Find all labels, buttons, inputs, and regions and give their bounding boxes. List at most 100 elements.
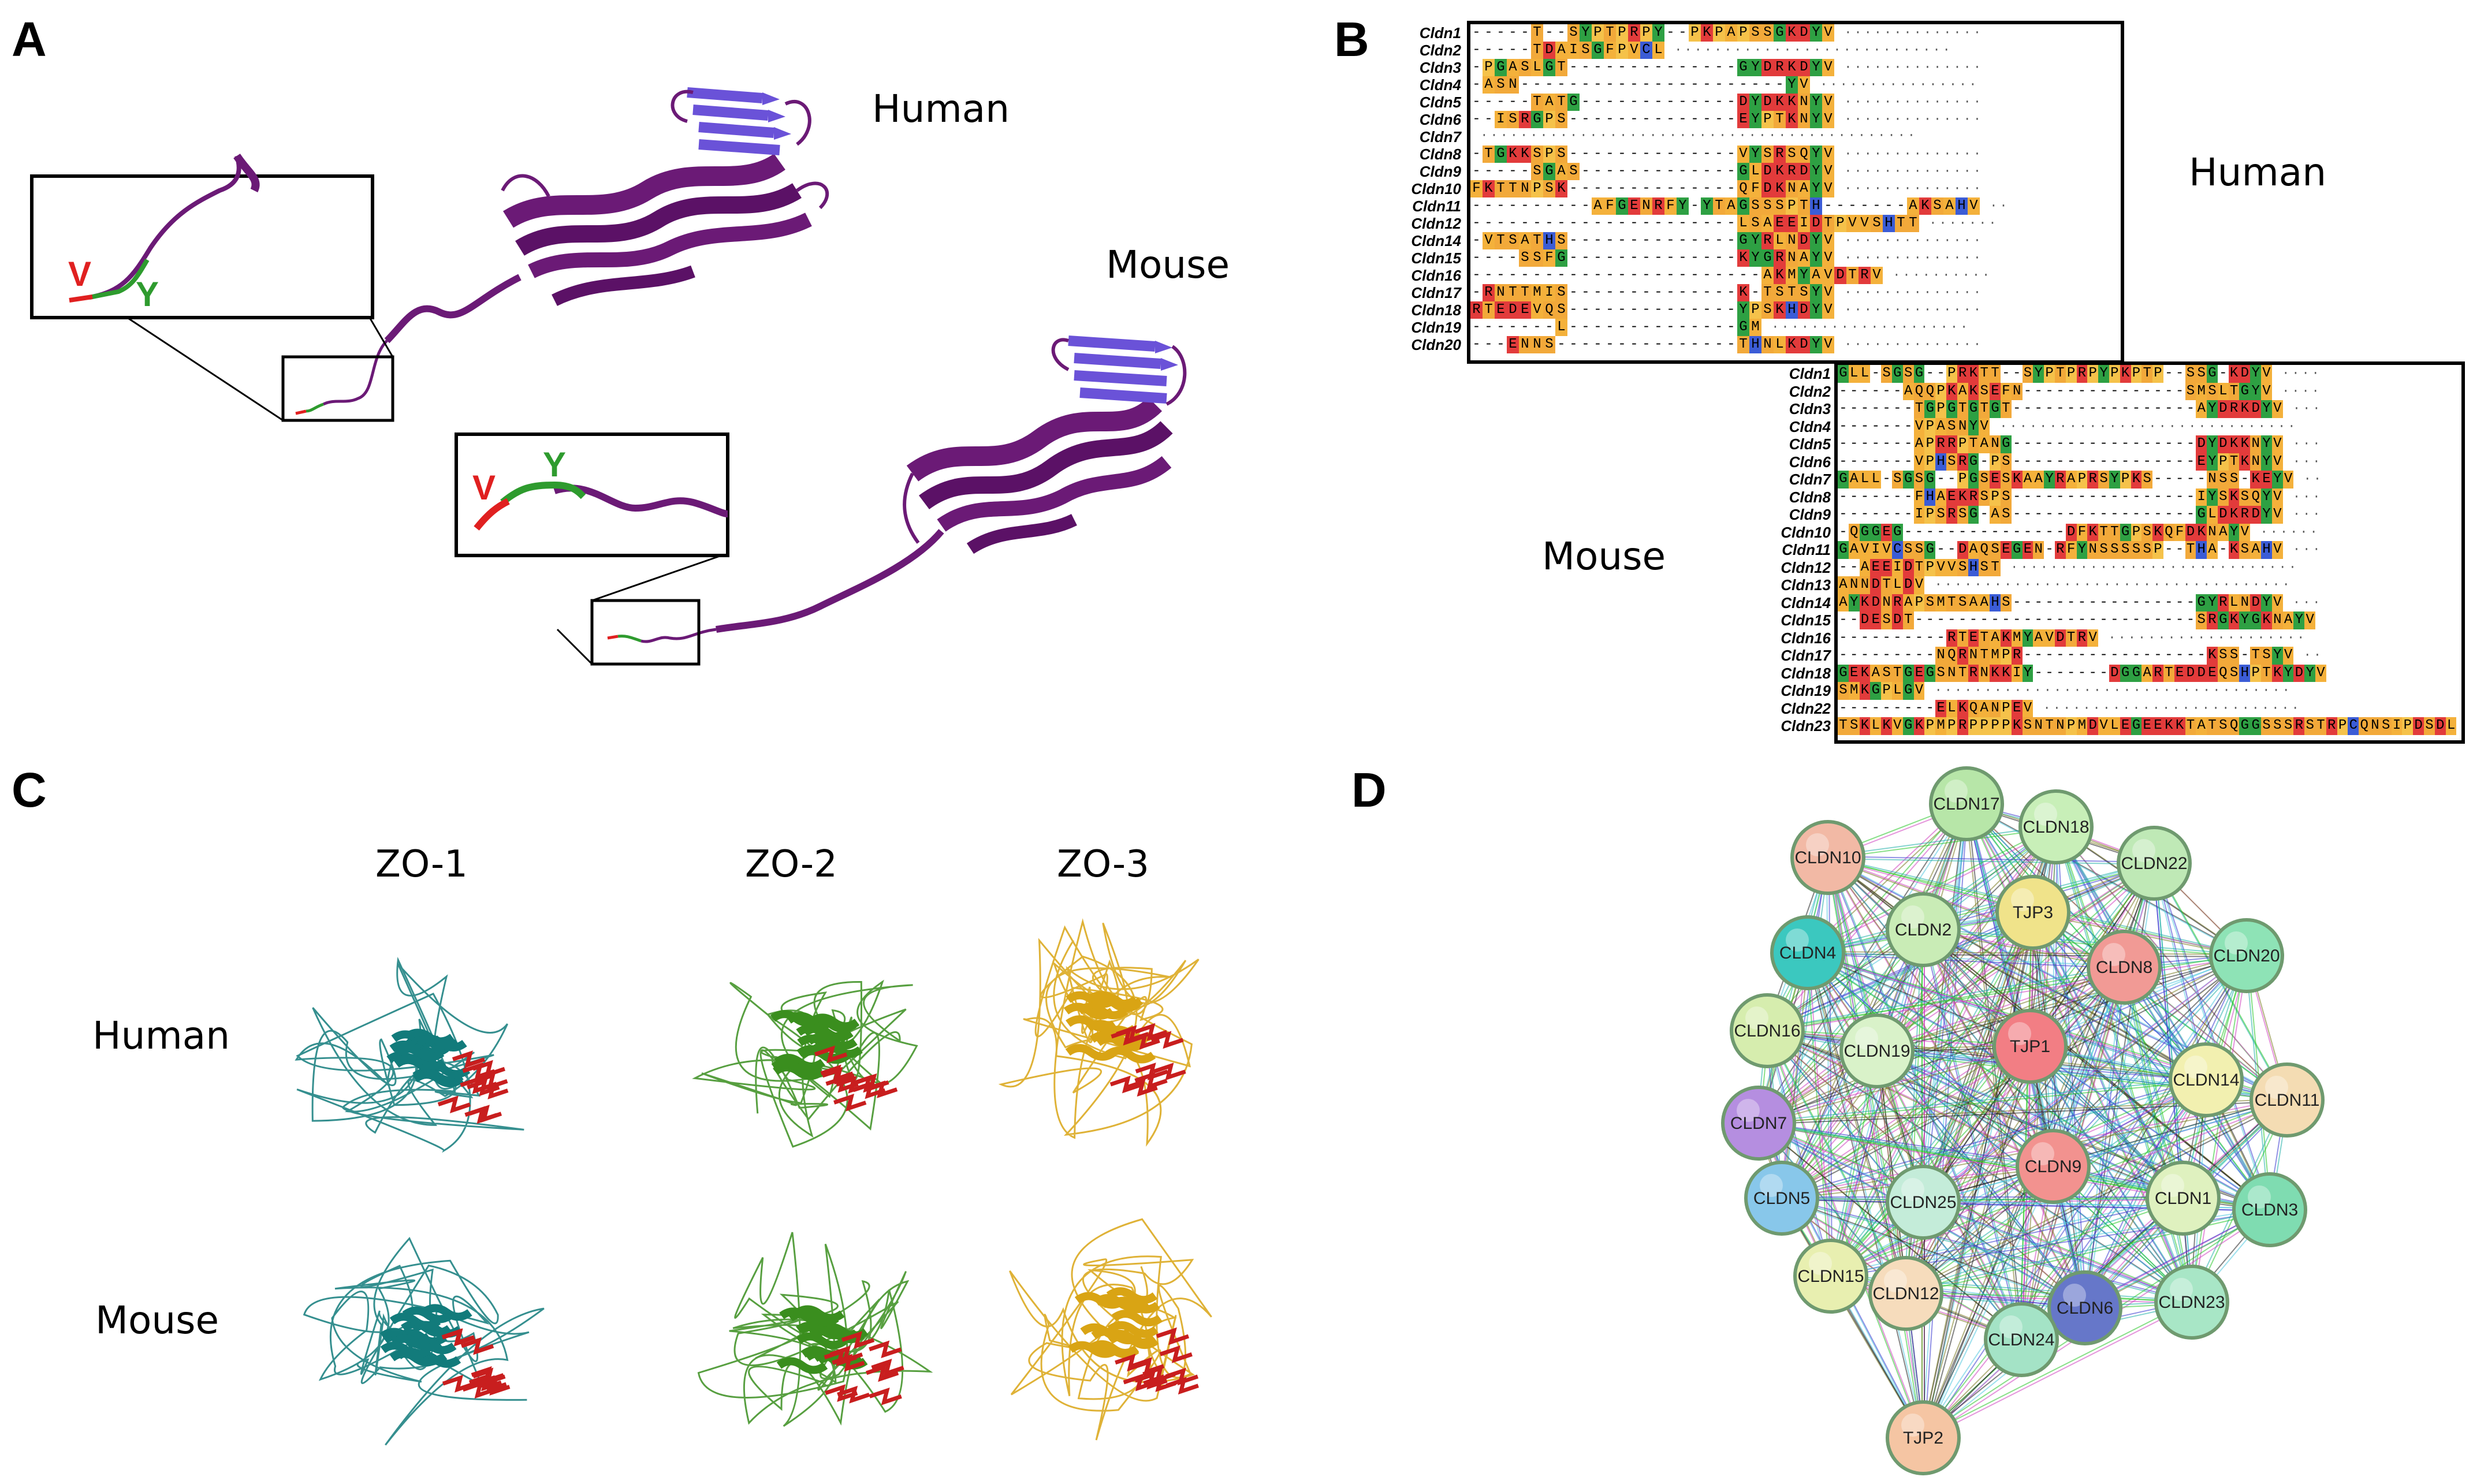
alignment-row-name: Cldn14	[1781, 594, 1831, 612]
network-node-cldn4[interactable]: CLDN4	[1770, 915, 1845, 990]
alignment-row-name: Cldn3	[1789, 400, 1831, 417]
network-node-label: CLDN2	[1895, 920, 1951, 939]
network-node-cldn18[interactable]: CLDN18	[2018, 789, 2094, 864]
alignment-row-name: Cldn7	[1419, 128, 1461, 146]
alignment-row-name: Cldn11	[1412, 197, 1461, 215]
zo1-human-structure	[295, 956, 524, 1153]
network-node-label: CLDN15	[1797, 1267, 1864, 1286]
network-node-label: TJP2	[1903, 1429, 1943, 1448]
alignment-row-name: Cldn6	[1789, 453, 1831, 471]
network-node-cldn8[interactable]: CLDN8	[2087, 930, 2162, 1005]
mouse-alignment-names: Cldn1 Cldn2 Cldn3 Cldn4 Cldn5 Cldn6 Cldn7 Cldn8…	[1738, 361, 1831, 743]
alignment-row-name: Cldn10	[1411, 180, 1461, 197]
human-inset-y-label: Y	[136, 275, 159, 314]
network-node-cldn20[interactable]: CLDN20	[2209, 918, 2284, 993]
network-node-cldn2[interactable]: CLDN2	[1886, 892, 1961, 967]
alignment-row-name: Cldn12	[1781, 558, 1831, 576]
network-node-cldn17[interactable]: CLDN17	[1929, 766, 2004, 841]
alignment-row-name: Cldn2	[1419, 42, 1461, 59]
network-node-cldn15[interactable]: CLDN15	[1793, 1239, 1868, 1314]
alignment-row-name: Cldn15	[1411, 249, 1461, 267]
network-node-cldn25[interactable]: CLDN25	[1886, 1165, 1961, 1240]
alignment-row-name: Cldn9	[1419, 163, 1461, 180]
network-node-cldn12[interactable]: CLDN12	[1868, 1256, 1943, 1331]
alignment-row-name: Cldn16	[1781, 629, 1831, 647]
network-node-cldn24[interactable]: CLDN24	[1984, 1302, 2059, 1377]
network-node-cldn3[interactable]: CLDN3	[2232, 1172, 2307, 1247]
network-node-label: CLDN16	[1734, 1021, 1800, 1041]
network-node-tjp1[interactable]: TJP1	[1992, 1009, 2068, 1084]
network-node-cldn7[interactable]: CLDN7	[1721, 1086, 1796, 1161]
network-node-label: CLDN7	[1730, 1114, 1787, 1133]
network-node-cldn1[interactable]: CLDN1	[2146, 1161, 2221, 1236]
panel-a-structures	[30, 87, 1187, 666]
network-node-cldn11[interactable]: CLDN11	[2249, 1062, 2325, 1138]
network-node-label: TJP1	[2010, 1037, 2050, 1056]
network-node-cldn14[interactable]: CLDN14	[2169, 1042, 2244, 1117]
alignment-row-name: Cldn6	[1419, 111, 1461, 128]
panel-letter-a: A	[12, 12, 47, 66]
alignment-row-name: Cldn8	[1419, 146, 1461, 163]
network-node-label: CLDN8	[2096, 958, 2152, 977]
panel-c-mouse-row-label: Mouse	[95, 1298, 219, 1343]
zo2-column-label: ZO-2	[745, 843, 837, 886]
network-node-cldn22[interactable]: CLDN22	[2117, 826, 2192, 901]
network-node-tjp2[interactable]: TJP2	[1886, 1400, 1961, 1475]
panel-letter-b: B	[1334, 12, 1369, 66]
network-node-label: CLDN3	[2241, 1200, 2298, 1220]
network-node-cldn9[interactable]: CLDN9	[2016, 1129, 2091, 1204]
network-node-tjp3[interactable]: TJP3	[1995, 875, 2070, 950]
alignment-row-name: Cldn3	[1419, 59, 1461, 76]
alignment-row-name: Cldn13	[1781, 576, 1831, 594]
network-node-label: CLDN19	[1843, 1042, 1910, 1061]
network-node-cldn6[interactable]: CLDN6	[2047, 1270, 2122, 1345]
zo1-column-label: ZO-1	[375, 843, 468, 886]
network-node-cldn23[interactable]: CLDN23	[2154, 1265, 2229, 1340]
alignment-row-name: Cldn4	[1419, 76, 1461, 94]
panel-b-mouse-label: Mouse	[1542, 534, 1666, 579]
network-node-cldn10[interactable]: CLDN10	[1790, 820, 1865, 895]
network-node-label: CLDN10	[1794, 848, 1861, 867]
network-node-cldn16[interactable]: CLDN16	[1730, 993, 1805, 1068]
alignment-row-sequence: ········································…	[1470, 128, 1918, 143]
alignment-row-name: Cldn12	[1411, 215, 1461, 232]
network-node-label: CLDN14	[2173, 1071, 2239, 1090]
zo2-human-structure	[692, 979, 918, 1148]
alignment-row-name: Cldn17	[1411, 284, 1461, 301]
alignment-row-name: Cldn19	[1411, 319, 1461, 336]
human-inset-v-label: V	[68, 255, 92, 293]
network-node-label: CLDN4	[1779, 944, 1836, 963]
network-node-cldn5[interactable]: CLDN5	[1744, 1161, 1819, 1236]
alignment-row-name: Cldn1	[1789, 365, 1831, 382]
network-node-label: CLDN25	[1890, 1193, 1956, 1212]
alignment-row-name: Cldn10	[1781, 523, 1831, 541]
zo3-column-label: ZO-3	[1057, 843, 1149, 886]
network-node-cldn19[interactable]: CLDN19	[1839, 1013, 1915, 1088]
network-node-label: CLDN17	[1933, 795, 1999, 814]
